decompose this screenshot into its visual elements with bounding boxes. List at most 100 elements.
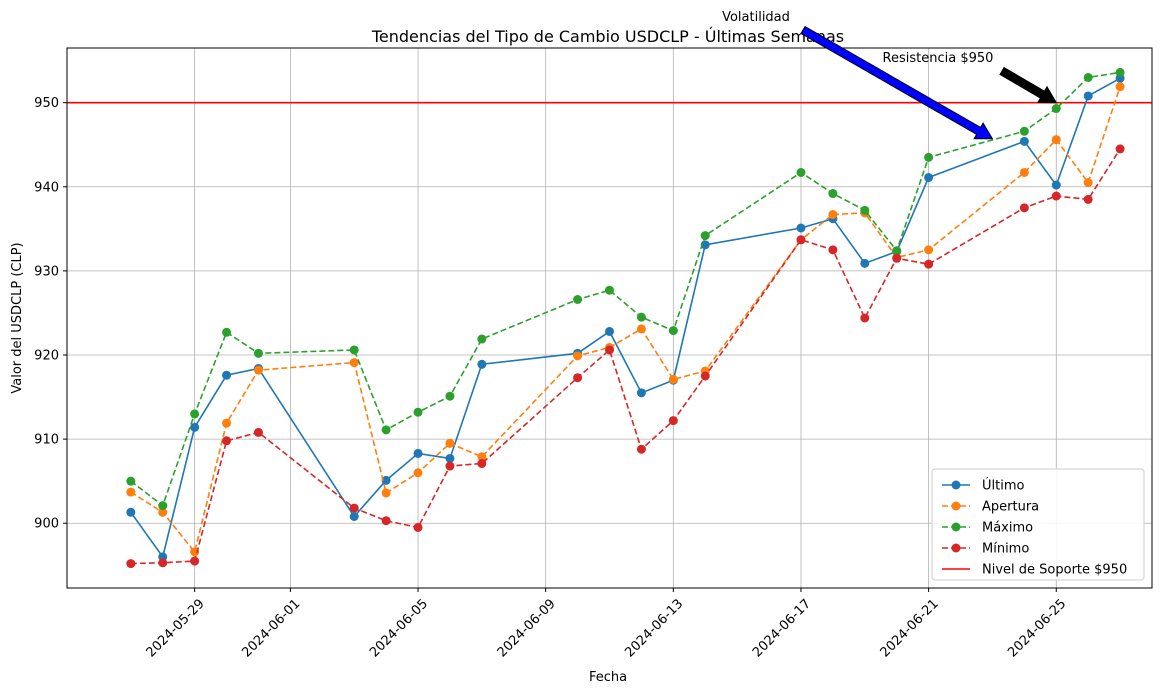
data-point <box>190 422 200 432</box>
legend-entry[interactable]: Nivel de Soporte $950 <box>942 563 1127 578</box>
legend[interactable]: Último Apertura Máximo Mínimo Nivel de Sopor… <box>931 468 1145 581</box>
data-point <box>796 167 806 177</box>
data-point <box>796 223 806 233</box>
data-point <box>349 512 359 522</box>
data-point <box>158 501 168 511</box>
plot-frame <box>66 47 1153 589</box>
legend-swatch-marker <box>951 522 961 532</box>
data-point <box>1051 104 1061 114</box>
legend-label: Nivel de Soporte $950 <box>982 563 1127 578</box>
legend-swatch-marker <box>951 501 961 511</box>
legend-label: Mínimo <box>982 542 1029 557</box>
data-point <box>1051 180 1061 190</box>
data-point <box>605 285 614 295</box>
data-point <box>924 259 934 269</box>
data-point <box>190 556 200 566</box>
y-tick-label: 920 <box>34 349 59 364</box>
data-point <box>573 294 583 304</box>
data-point <box>1019 136 1029 146</box>
data-point <box>1019 167 1029 177</box>
data-point <box>700 231 710 241</box>
data-point <box>381 516 391 526</box>
data-point <box>1083 72 1093 82</box>
data-point <box>668 416 678 426</box>
chart-title: Tendencias del Tipo de Cambio USDCLP - Ú… <box>371 27 844 46</box>
legend-entry[interactable]: Máximo <box>942 521 1033 536</box>
data-point <box>1019 203 1029 213</box>
data-point <box>860 205 870 215</box>
data-point <box>126 487 136 497</box>
annotation-resistencia: Resistencia $950 <box>883 51 994 66</box>
y-axis-label: Valor del USDCLP (CLP) <box>10 242 25 393</box>
data-point <box>381 425 391 435</box>
legend-entry[interactable]: Apertura <box>942 500 1039 515</box>
legend-entry[interactable]: Mínimo <box>942 542 1029 557</box>
series-2 <box>126 67 1125 511</box>
data-point <box>924 152 934 162</box>
series-3 <box>126 144 1125 569</box>
data-point <box>1051 135 1061 145</box>
data-point <box>1083 178 1093 188</box>
data-point <box>253 365 263 375</box>
data-point <box>413 522 423 532</box>
annotations: Volatilidad Resistencia $950 <box>722 10 1058 140</box>
data-point <box>636 312 646 322</box>
data-point <box>668 374 678 384</box>
y-tick-label: 940 <box>34 180 59 195</box>
data-point <box>222 327 232 337</box>
y-tick-label: 930 <box>34 264 59 279</box>
data-point <box>413 448 423 458</box>
series-line <box>130 86 1121 554</box>
data-point <box>445 391 455 401</box>
data-point <box>381 488 391 498</box>
data-point <box>222 436 232 446</box>
data-point <box>924 173 934 183</box>
data-point <box>1083 91 1093 101</box>
data-point <box>1051 191 1061 201</box>
data-point <box>349 503 359 513</box>
y-tick-label: 950 <box>34 96 59 111</box>
legend-label: Último <box>982 478 1024 494</box>
data-point <box>126 559 136 569</box>
data-point <box>924 245 934 255</box>
data-point <box>222 418 232 428</box>
data-point <box>190 409 200 419</box>
data-point <box>126 476 136 486</box>
data-point <box>126 507 136 517</box>
legend-swatch-marker <box>951 543 961 553</box>
data-point <box>349 358 359 368</box>
data-point <box>636 444 646 454</box>
data-point <box>573 373 583 383</box>
data-point <box>477 359 487 369</box>
data-point <box>1083 194 1093 204</box>
data-point <box>158 558 168 568</box>
data-point <box>381 475 391 485</box>
data-point <box>1115 67 1125 77</box>
series-line <box>130 71 1121 507</box>
data-point <box>1115 82 1125 92</box>
data-point <box>573 351 583 361</box>
data-point <box>668 326 678 336</box>
data-point <box>860 258 870 268</box>
data-point <box>636 388 646 398</box>
data-point <box>445 453 455 463</box>
annotation-volatilidad: Volatilidad <box>722 10 790 25</box>
data-point <box>253 427 263 437</box>
legend-label: Apertura <box>982 500 1039 515</box>
data-point <box>253 348 263 358</box>
data-point <box>605 326 614 336</box>
y-tick-label: 900 <box>34 517 59 532</box>
series-line <box>130 77 1121 559</box>
data-point <box>860 313 870 323</box>
legend-box <box>931 468 1145 581</box>
data-point <box>700 240 710 250</box>
y-tick-label: 910 <box>34 433 59 448</box>
data-point <box>477 452 487 462</box>
legend-entry[interactable]: Último <box>942 478 1024 494</box>
series-line <box>130 148 1121 565</box>
data-point <box>222 370 232 380</box>
resistencia-arrow <box>999 66 1058 104</box>
legend-swatch-marker <box>951 480 961 490</box>
